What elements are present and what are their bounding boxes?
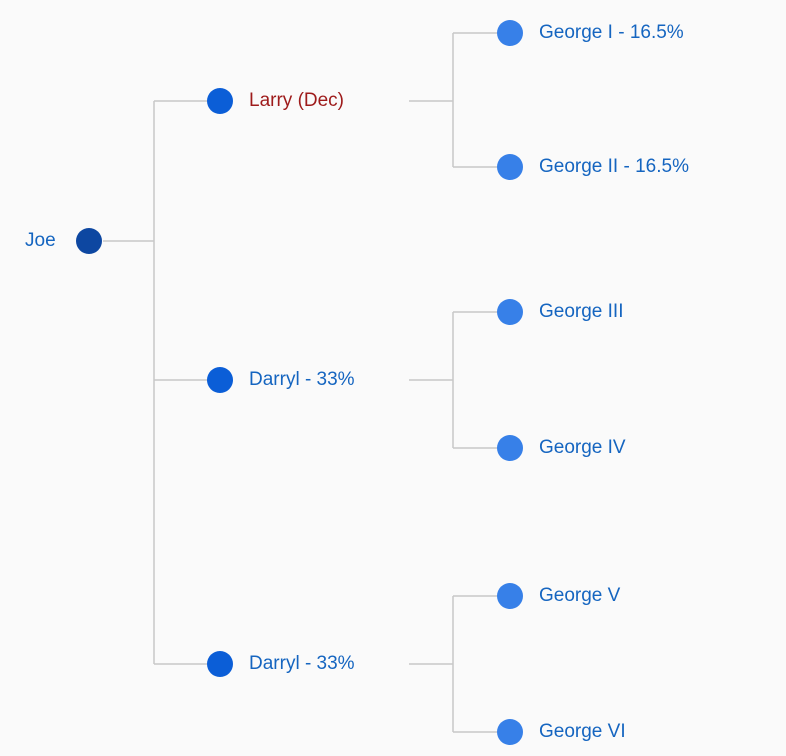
node-marker-larry[interactable] (207, 88, 233, 114)
node-marker-george-v[interactable] (497, 583, 523, 609)
tree-node-root[interactable]: Joe (25, 228, 102, 254)
node-marker-darryl-1[interactable] (207, 367, 233, 393)
node-label-larry: Larry (Dec) (249, 90, 344, 111)
tree-node-darryl-1[interactable]: Darryl - 33% (207, 367, 355, 393)
tree-node-larry[interactable]: Larry (Dec) (207, 88, 344, 114)
node-label-darryl-1: Darryl - 33% (249, 369, 355, 390)
node-label-george-ii: George II - 16.5% (539, 156, 689, 177)
node-marker-george-iv[interactable] (497, 435, 523, 461)
node-label-darryl-2: Darryl - 33% (249, 653, 355, 674)
node-marker-darryl-2[interactable] (207, 651, 233, 677)
node-label-george-vi: George VI (539, 721, 626, 742)
tree-node-george-v[interactable]: George V (497, 583, 621, 609)
node-marker-george-iii[interactable] (497, 299, 523, 325)
tree-node-darryl-2[interactable]: Darryl - 33% (207, 651, 355, 677)
tree-node-george-iii[interactable]: George III (497, 299, 624, 325)
node-label-root: Joe (25, 230, 56, 251)
node-marker-george-vi[interactable] (497, 719, 523, 745)
node-marker-george-ii[interactable] (497, 154, 523, 180)
tree-node-george-i[interactable]: George I - 16.5% (497, 20, 684, 46)
node-label-george-i: George I - 16.5% (539, 22, 684, 43)
tree-node-george-ii[interactable]: George II - 16.5% (497, 154, 689, 180)
node-marker-george-i[interactable] (497, 20, 523, 46)
tree-links (103, 32, 497, 733)
node-label-george-v: George V (539, 585, 621, 606)
node-label-george-iv: George IV (539, 437, 626, 458)
tree-node-george-vi[interactable]: George VI (497, 719, 626, 745)
node-marker-root[interactable] (76, 228, 102, 254)
node-label-george-iii: George III (539, 301, 624, 322)
tree-node-george-iv[interactable]: George IV (497, 435, 626, 461)
